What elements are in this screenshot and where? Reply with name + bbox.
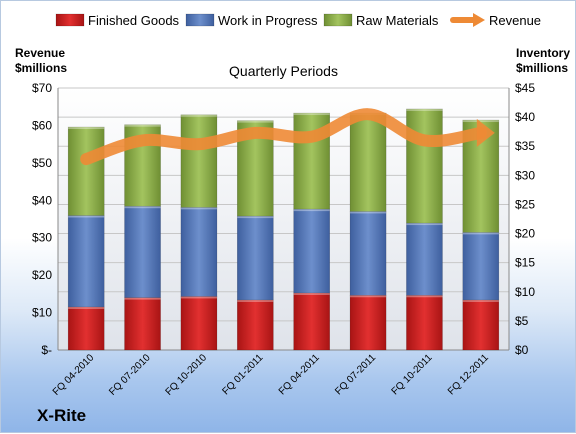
bar-top-highlight [124, 206, 161, 209]
bar-top-highlight [237, 120, 274, 123]
bar-work-in-progress [462, 232, 500, 301]
legend-swatch-work-in-progress [185, 13, 215, 27]
bar-top-highlight [293, 113, 330, 116]
right-tick-label: $15 [515, 256, 535, 270]
left-tick-label: $50 [32, 156, 52, 170]
bar-top-highlight [68, 306, 105, 309]
legend-label-revenue: Revenue [489, 13, 541, 28]
x-tick-label: FQ 04-2011 [277, 352, 322, 397]
left-tick-label: $10 [32, 306, 52, 320]
right-tick-label: $45 [515, 81, 535, 95]
bar-work-in-progress [237, 215, 274, 301]
bar-top-highlight [68, 215, 105, 218]
legend-arrow-revenue [473, 13, 485, 27]
bar-top-highlight [180, 114, 217, 117]
left-tick-label: $30 [32, 231, 52, 245]
left-tick-label: $40 [32, 193, 52, 207]
bar-work-in-progress [349, 211, 387, 296]
left-tick-label: $- [41, 343, 52, 357]
bar-top-highlight [406, 108, 443, 111]
left-tick-label: $20 [32, 268, 52, 282]
bar-top-highlight [180, 207, 217, 210]
bar-finished-goods [124, 297, 161, 351]
bar-finished-goods [349, 295, 387, 351]
bar-top-highlight [124, 124, 161, 127]
bar-top-highlight [406, 295, 443, 298]
legend-label-raw-materials: Raw Materials [356, 13, 439, 28]
x-tick-label: FQ 10-2010 [164, 352, 210, 398]
right-tick-label: $5 [515, 314, 529, 328]
bar-top-highlight [462, 232, 499, 235]
bar-raw-materials [349, 112, 387, 212]
right-tick-label: $40 [515, 110, 535, 124]
left-tick-label: $60 [32, 118, 52, 132]
bar-top-highlight [68, 127, 105, 130]
bar-top-highlight [350, 295, 387, 298]
bar-raw-materials [67, 126, 105, 216]
right-tick-label: $10 [515, 285, 535, 299]
x-tick-label: FQ 10-2011 [390, 352, 435, 397]
bar-raw-materials [180, 114, 218, 208]
bar-top-highlight [180, 296, 217, 299]
chart-subtitle: Quarterly Periods [229, 63, 338, 79]
bar-finished-goods [293, 292, 330, 351]
left-axis-title-line2: $millions [15, 61, 67, 75]
bar-work-in-progress [293, 208, 330, 294]
right-tick-label: $30 [515, 168, 535, 182]
bar-top-highlight [462, 120, 499, 123]
legend-label-finished-goods: Finished Goods [88, 13, 180, 28]
bar-top-highlight [237, 216, 274, 219]
legend-label-work-in-progress: Work in Progress [218, 13, 318, 28]
right-tick-label: $20 [515, 227, 535, 241]
bar-top-highlight [124, 297, 161, 300]
bar-top-highlight [462, 299, 499, 302]
bar-finished-goods [180, 296, 218, 351]
x-tick-label: FQ 07-2010 [107, 352, 153, 398]
bar-finished-goods [237, 299, 274, 351]
company-name: X-Rite [37, 406, 86, 425]
legend-swatch-raw-materials [323, 13, 353, 27]
bar-finished-goods [406, 295, 443, 351]
bar-top-highlight [237, 299, 274, 302]
right-axis-title-line2: $millions [516, 61, 568, 75]
x-tick-label: FQ 07-2011 [333, 352, 378, 397]
bar-top-highlight [350, 211, 387, 214]
bar-top-highlight [293, 292, 330, 295]
left-axis-title-line1: Revenue [15, 46, 65, 60]
revenue-arrowhead [476, 118, 495, 147]
bar-raw-materials [406, 108, 443, 224]
right-tick-label: $0 [515, 343, 529, 357]
revenue-line [80, 108, 487, 166]
legend-swatch-finished-goods [55, 13, 85, 27]
bar-top-highlight [406, 223, 443, 226]
x-tick-label: FQ 12-2011 [446, 352, 491, 397]
right-tick-label: $35 [515, 139, 535, 153]
bar-work-in-progress [180, 207, 218, 297]
bar-work-in-progress [124, 205, 161, 298]
right-axis-title-line1: Inventory [516, 46, 570, 60]
bar-finished-goods [67, 306, 105, 351]
bar-work-in-progress [406, 222, 443, 296]
bar-work-in-progress [67, 215, 105, 308]
bar-top-highlight [293, 209, 330, 212]
left-tick-label: $70 [32, 81, 52, 95]
x-tick-label: FQ 01-2011 [220, 352, 265, 397]
x-tick-label: FQ 04-2010 [51, 352, 97, 398]
right-tick-label: $25 [515, 197, 535, 211]
bar-finished-goods [462, 299, 500, 351]
